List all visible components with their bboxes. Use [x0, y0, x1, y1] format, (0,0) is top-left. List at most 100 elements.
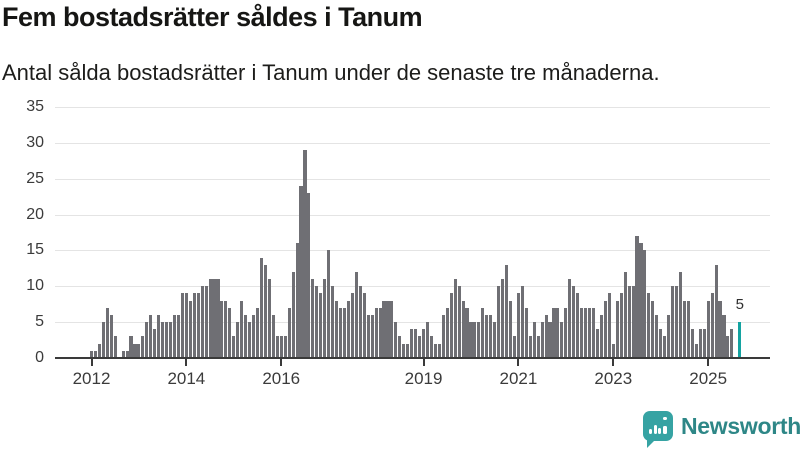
bar [473, 322, 477, 358]
bar [710, 293, 714, 358]
bar [607, 293, 611, 358]
gridline [55, 178, 770, 180]
bar [275, 336, 279, 358]
tick-mark [612, 359, 615, 366]
bar [481, 307, 485, 358]
bar [362, 293, 366, 358]
bar [303, 150, 307, 358]
bar [714, 264, 718, 358]
bar [671, 286, 675, 358]
bar [204, 286, 208, 358]
bar [145, 322, 149, 358]
bar [121, 350, 125, 358]
bar [706, 300, 710, 358]
bar [520, 286, 524, 358]
bar [639, 243, 643, 358]
bar [414, 329, 418, 358]
bar [109, 314, 113, 358]
bar [346, 300, 350, 358]
x-axis-label: 2025 [689, 369, 728, 388]
y-axis-label: 15 [26, 241, 44, 259]
bar [623, 271, 627, 358]
bar [244, 314, 248, 358]
gridline [55, 322, 770, 324]
x-axis-label: 2023 [594, 369, 633, 388]
bar [200, 286, 204, 358]
bar [611, 343, 615, 358]
y-axis-label: 25 [26, 169, 44, 187]
tick-mark [707, 359, 710, 366]
x-axis-line [55, 357, 770, 359]
logo-exclamation-bar-icon [663, 426, 667, 434]
bar [659, 329, 663, 358]
bar [307, 193, 311, 358]
chart-subtitle: Antal sålda bostadsrätter i Tanum under … [2, 60, 660, 85]
bar [497, 286, 501, 358]
bar [323, 279, 327, 358]
bar [255, 307, 260, 358]
bar [615, 300, 619, 358]
bar [331, 286, 335, 358]
bar [263, 264, 267, 358]
gridline [55, 142, 770, 144]
bar [232, 336, 236, 358]
bar [580, 307, 584, 358]
x-axis-label: 2019 [404, 369, 443, 388]
bar [398, 336, 402, 358]
bar [212, 279, 216, 358]
x-axis-label: 2012 [72, 369, 111, 388]
bar [655, 314, 659, 358]
bar [552, 307, 556, 358]
bar [402, 343, 406, 358]
bar [184, 293, 188, 358]
bar [311, 279, 315, 358]
bar [718, 300, 722, 358]
bar [315, 286, 319, 358]
bar [291, 271, 295, 358]
bar [125, 350, 129, 358]
tick-mark [90, 359, 93, 366]
gridline [55, 214, 770, 216]
bar [267, 279, 271, 358]
logo-exclamation-dot-icon [663, 416, 667, 420]
newsworthy-icon [643, 411, 673, 448]
bar [374, 307, 378, 358]
bar [149, 314, 153, 358]
bar [437, 343, 441, 358]
tick-mark [517, 359, 520, 366]
bar [319, 293, 323, 358]
bar [524, 307, 528, 358]
bar [252, 314, 256, 358]
bar [279, 336, 283, 358]
bar [445, 307, 449, 358]
bar [382, 300, 386, 358]
bar [591, 307, 596, 358]
bar [619, 293, 623, 358]
bar [129, 336, 133, 358]
bar [477, 322, 481, 358]
bar [299, 185, 303, 358]
bar [418, 336, 422, 358]
bar [694, 343, 698, 358]
bar [196, 293, 200, 358]
bar-value-label: 5 [735, 296, 744, 314]
bar [410, 329, 414, 358]
bar [667, 314, 671, 358]
bar [647, 293, 651, 358]
y-axis-label: 10 [26, 277, 44, 295]
bar [730, 329, 734, 358]
bar [153, 329, 157, 358]
x-axis-label: 2021 [499, 369, 538, 388]
bar [461, 300, 465, 358]
bar [532, 322, 536, 358]
bar [485, 314, 489, 358]
speech-bubble-tail-icon [647, 439, 656, 448]
bar [544, 314, 548, 358]
bar [627, 286, 631, 358]
gridline [55, 250, 770, 252]
bar [386, 300, 390, 358]
logo-bar-icon [658, 428, 661, 434]
bar [161, 322, 165, 358]
bar [726, 336, 730, 358]
